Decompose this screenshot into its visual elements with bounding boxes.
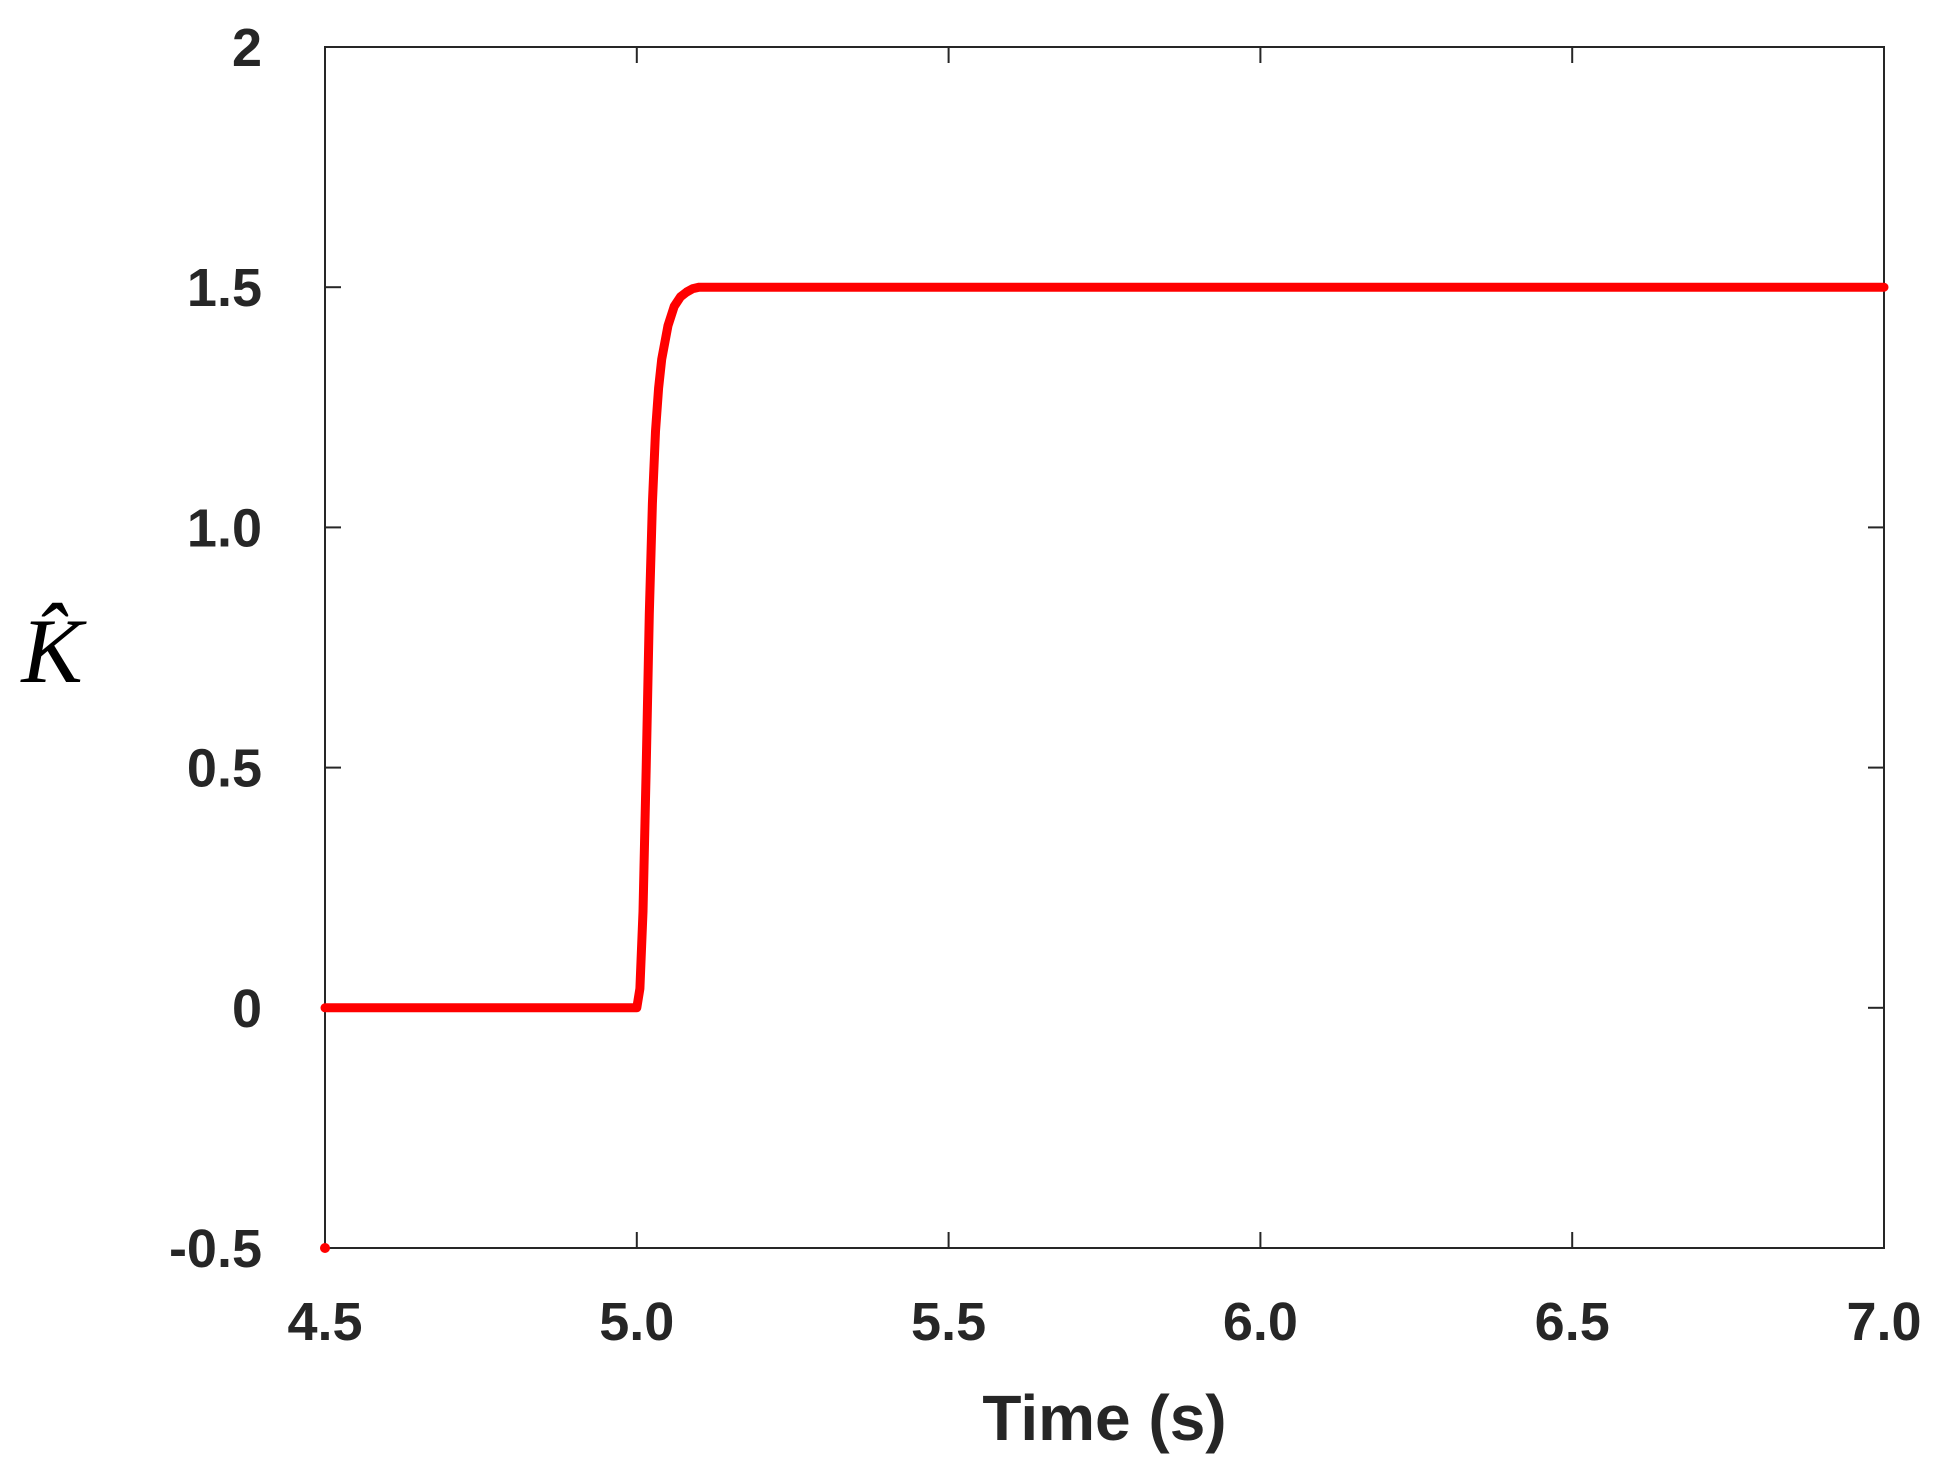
data-point [320,1243,330,1253]
axis-ticks [324,46,1885,1249]
x-tick-label: 7.0 [1846,1292,1921,1352]
x-tick-label: 4.5 [287,1292,362,1352]
y-tick-label: 0 [232,979,262,1039]
x-axis-title: Time (s) [982,1382,1226,1454]
series-group [320,282,1889,1253]
y-tick-label: 1.0 [187,498,262,558]
y-tick-label: -0.5 [169,1219,262,1279]
x-tick-label: 5.0 [599,1292,674,1352]
plot-area [324,46,1885,1249]
y-tick-label: 1.5 [187,258,262,318]
y-axis-title: K̂ [19,600,87,702]
x-tick-label: 6.0 [1223,1292,1298,1352]
x-tick-labels: 4.5 5.0 5.5 6.0 6.5 7.0 [287,1292,1921,1352]
x-tick-label: 6.5 [1535,1292,1610,1352]
y-tick-label: 0.5 [187,739,262,799]
series-line [320,282,1889,1013]
x-tick-label: 5.5 [911,1292,986,1352]
y-tick-label: 2 [232,18,262,78]
y-tick-labels: -0.5 0 0.5 1.0 1.5 2 [169,18,262,1279]
